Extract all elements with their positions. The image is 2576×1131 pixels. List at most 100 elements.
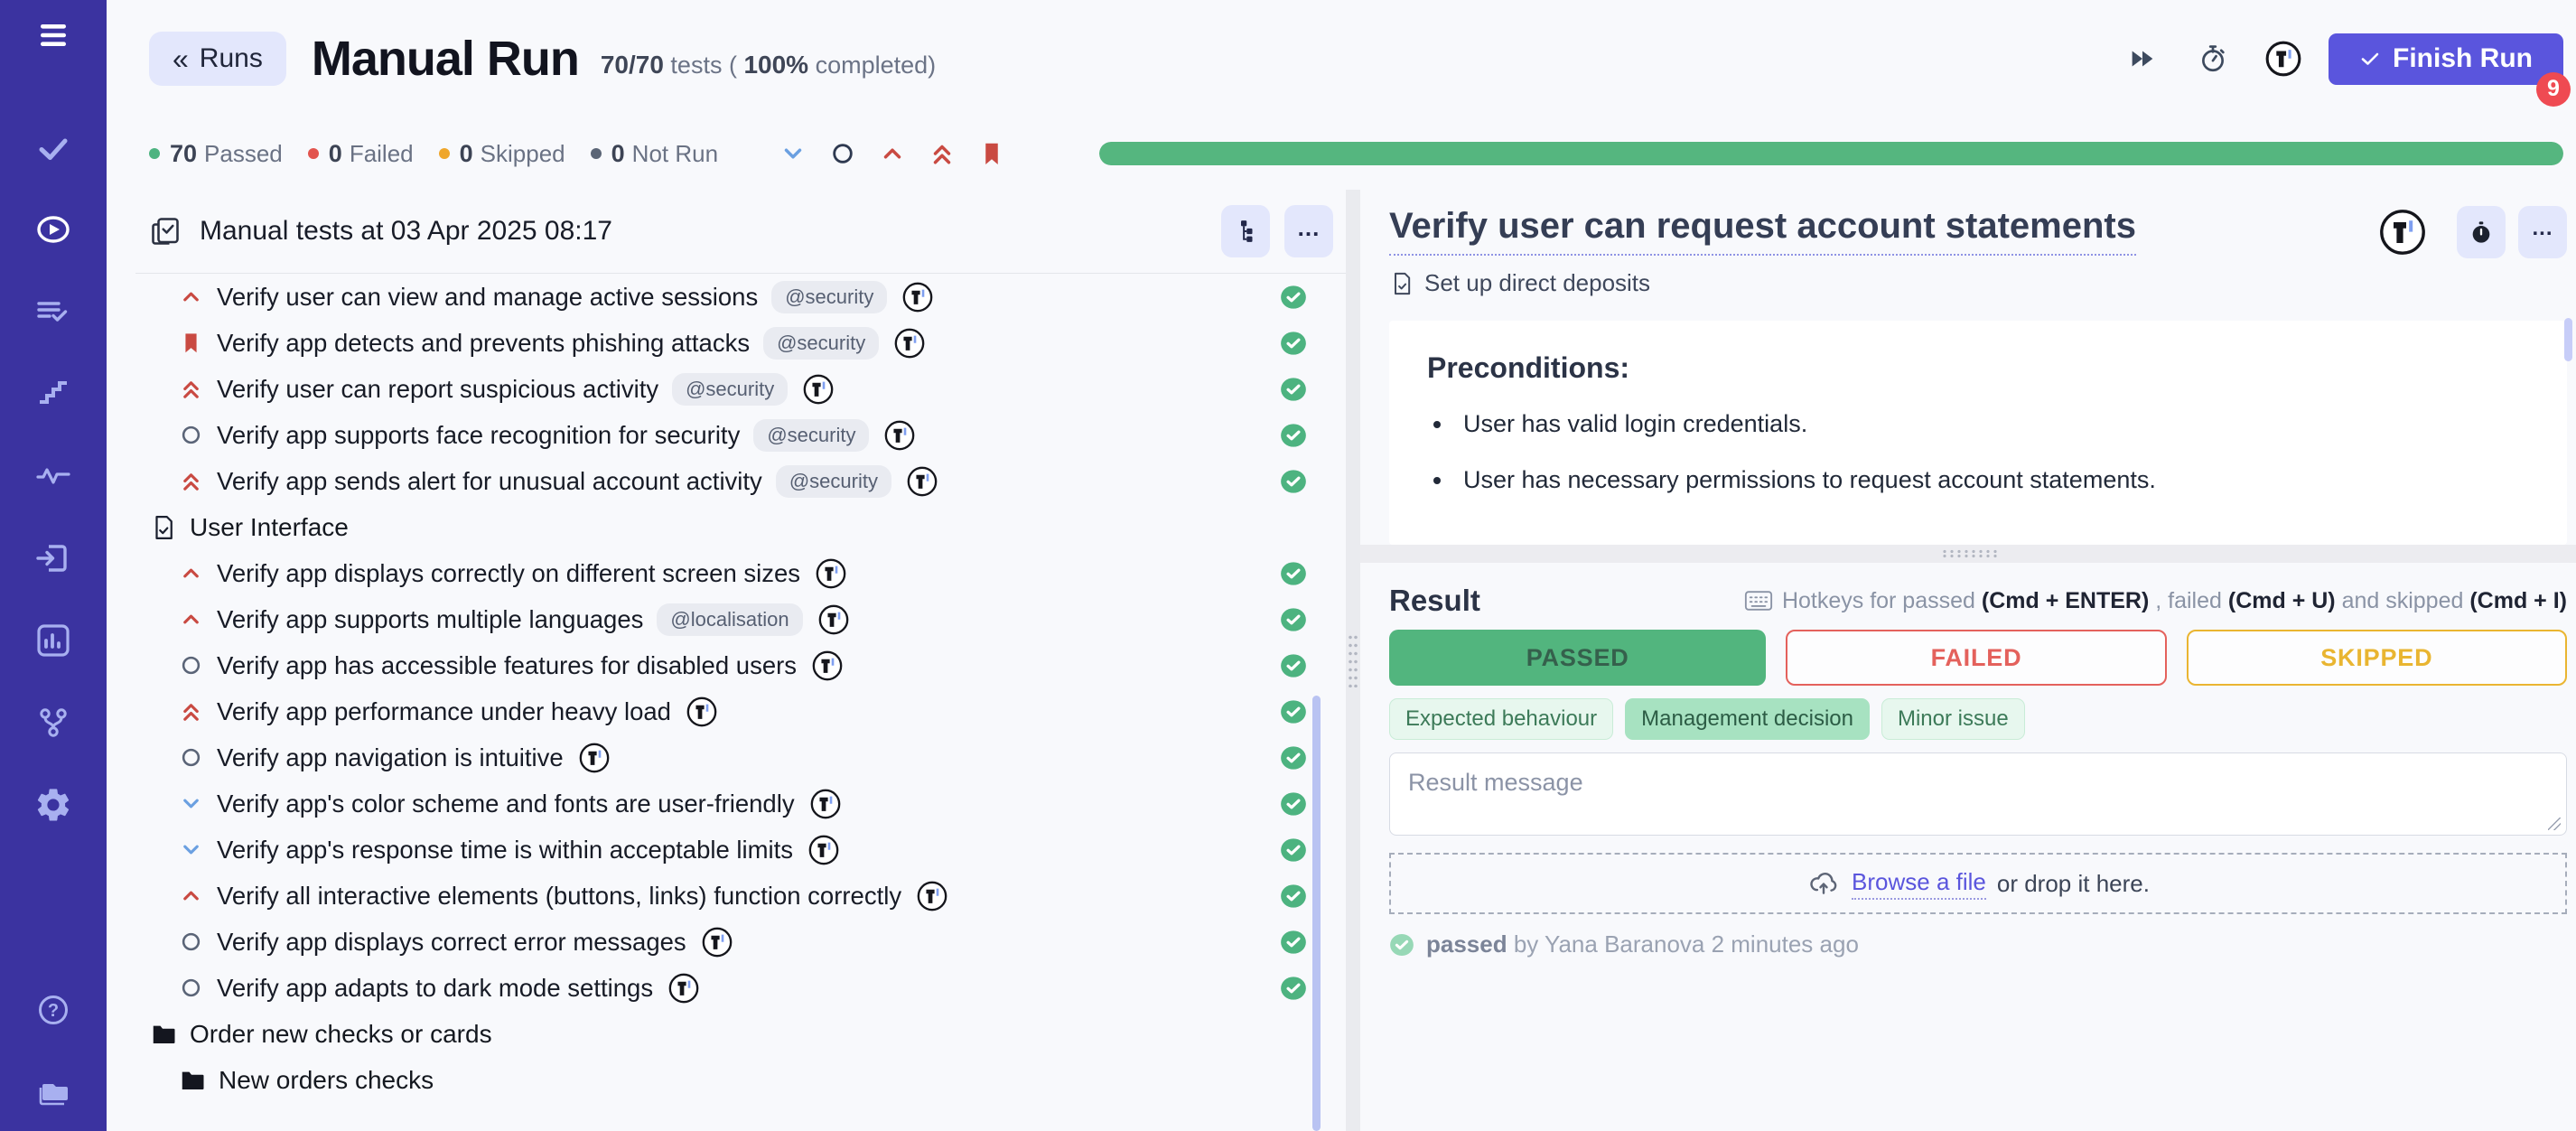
tms-logo-icon[interactable] — [917, 881, 947, 911]
bookmark-filter-icon[interactable] — [978, 140, 1005, 167]
right-scrollbar-thumb[interactable] — [2564, 318, 2572, 361]
result-tag-pill[interactable]: Expected behaviour — [1389, 698, 1614, 740]
tms-logo-icon[interactable] — [808, 835, 839, 865]
test-row[interactable]: Verify app adapts to dark mode settings — [135, 965, 1346, 1011]
timer-button[interactable] — [2457, 206, 2506, 258]
steps-icon — [40, 381, 67, 404]
hotkey-segment: Hotkeys for passed — [1781, 587, 1982, 613]
tms-logo-icon[interactable] — [907, 466, 938, 497]
tms-logo-icon[interactable] — [810, 789, 841, 819]
status-passed-icon — [1280, 976, 1307, 1001]
tms-logo-icon[interactable] — [816, 558, 846, 589]
skipped-button[interactable]: SKIPPED — [2186, 630, 2567, 686]
stopwatch-icon[interactable] — [2195, 41, 2231, 77]
tms-logo-icon[interactable] — [2379, 209, 2426, 256]
chevron-down-filter-icon[interactable] — [779, 140, 807, 167]
suite-breadcrumb-label: Set up direct deposits — [1424, 269, 1651, 296]
sidebar-item-test-runs-active[interactable] — [33, 209, 74, 250]
file-dropzone[interactable]: Browse a file or drop it here. — [1389, 853, 2567, 914]
test-row[interactable]: Verify app sends alert for unusual accou… — [135, 458, 1346, 504]
tms-logo-icon[interactable] — [818, 604, 849, 635]
list-more-button[interactable]: ... — [1284, 205, 1333, 257]
result-message-input[interactable] — [1389, 752, 2567, 836]
priority-circle-icon — [179, 930, 203, 954]
sidebar-item-settings[interactable] — [33, 784, 74, 826]
test-row[interactable]: Verify app's response time is within acc… — [135, 827, 1346, 873]
folder-row[interactable]: Order new checks or cards — [135, 1011, 1346, 1057]
test-row[interactable]: Verify app has accessible features for d… — [135, 642, 1346, 688]
dropzone-hint: or drop it here. — [1996, 869, 2150, 897]
sidebar-item-branches[interactable] — [33, 702, 74, 743]
hamburger-menu-icon[interactable] — [33, 14, 74, 56]
tms-logo-icon[interactable] — [902, 282, 933, 313]
result-tag-pill[interactable]: Minor issue — [1881, 698, 2025, 740]
bar-chart-icon — [37, 624, 70, 657]
panel-divider[interactable] — [1346, 190, 1360, 1131]
sidebar-item-pulse[interactable] — [33, 455, 74, 497]
test-row[interactable]: Verify app's color scheme and fonts are … — [135, 780, 1346, 827]
result-tag-pill[interactable]: Management decision — [1625, 698, 1870, 740]
sidebar-item-sign-in[interactable] — [33, 537, 74, 579]
sidebar-item-help[interactable]: ? — [33, 989, 74, 1031]
finish-run-label: Finish Run — [2393, 43, 2533, 73]
status-passed-icon — [1280, 699, 1307, 724]
status-passed-icon — [1280, 883, 1307, 909]
chevron-up-filter-icon[interactable] — [879, 140, 906, 167]
passed-button[interactable]: PASSED — [1389, 630, 1767, 686]
tms-logo-icon[interactable] — [702, 927, 733, 958]
sign-in-icon — [36, 545, 67, 572]
test-detail-title[interactable]: Verify user can request account statemen… — [1389, 206, 2136, 256]
test-title: Verify app displays correctly on differe… — [217, 558, 801, 587]
failed-button[interactable]: FAILED — [1786, 630, 2167, 686]
folder-row[interactable]: New orders checks — [135, 1057, 1346, 1103]
priority-chevron-up-icon — [179, 285, 203, 309]
test-row[interactable]: Verify app detects and prevents phishing… — [135, 320, 1346, 366]
tree-view-button[interactable] — [1221, 205, 1270, 257]
tms-logo-icon[interactable] — [2265, 41, 2301, 77]
list-check-icon — [37, 302, 68, 322]
tms-logo-icon[interactable] — [686, 696, 717, 727]
check-icon — [2361, 52, 2379, 65]
back-to-runs-button[interactable]: « Runs — [149, 32, 286, 86]
sidebar-item-list-check[interactable] — [33, 291, 74, 332]
sidebar-item-reports[interactable] — [33, 620, 74, 661]
tms-logo-icon[interactable] — [668, 973, 699, 1004]
test-row[interactable]: Verify all interactive elements (buttons… — [135, 873, 1346, 919]
tms-logo-icon[interactable] — [812, 650, 843, 681]
detail-more-button[interactable]: ... — [2518, 206, 2567, 258]
panel-resize-handle[interactable] — [1360, 545, 2576, 563]
status-author: by Yana Baranova 2 minutes ago — [1507, 930, 1859, 958]
test-row[interactable]: Verify app performance under heavy load — [135, 688, 1346, 734]
test-row[interactable]: Verify app supports multiple languages @l… — [135, 596, 1346, 642]
test-row[interactable]: Verify app displays correct error messag… — [135, 919, 1346, 965]
status-passed-icon — [1280, 561, 1307, 586]
tms-logo-icon[interactable] — [884, 420, 915, 451]
test-title: Verify app's response time is within acc… — [217, 835, 794, 864]
hotkeys-hint: Hotkeys for passed (Cmd + ENTER) , faile… — [1744, 588, 2567, 614]
test-title: Verify app performance under heavy load — [217, 696, 671, 725]
tms-logo-icon[interactable] — [579, 743, 610, 773]
sidebar-item-steps[interactable] — [33, 373, 74, 415]
circle-filter-icon[interactable] — [829, 140, 856, 167]
tms-logo-icon[interactable] — [894, 328, 925, 359]
test-title: Verify app detects and prevents phishing… — [217, 328, 751, 357]
sidebar-item-checkmark[interactable] — [33, 126, 74, 168]
finish-run-button[interactable]: Finish Run 9 — [2329, 33, 2571, 107]
cloud-upload-icon — [1810, 873, 1837, 894]
section-row[interactable]: User Interface — [135, 504, 1346, 550]
hotkey-segment: (Cmd + U) — [2227, 587, 2336, 613]
sidebar-item-projects[interactable] — [33, 1069, 74, 1110]
test-row[interactable]: Verify app navigation is intuitive — [135, 734, 1346, 780]
test-row[interactable]: Verify user can view and manage active s… — [135, 274, 1346, 320]
browse-file-link[interactable]: Browse a file — [1852, 868, 1986, 900]
test-row[interactable]: Verify user can report suspicious activi… — [135, 366, 1346, 412]
resize-corner-icon[interactable] — [2548, 818, 2561, 830]
test-row[interactable]: Verify app supports face recognition for… — [135, 412, 1346, 458]
test-row[interactable]: Verify app displays correctly on differe… — [135, 550, 1346, 596]
tms-logo-icon[interactable] — [803, 374, 834, 405]
left-scrollbar-thumb[interactable] — [1312, 696, 1321, 1131]
chevrons-up-filter-icon[interactable] — [929, 140, 956, 167]
fast-forward-icon[interactable] — [2124, 41, 2161, 77]
tree-view-icon — [1241, 220, 1253, 242]
folder-icon — [179, 1067, 206, 1094]
